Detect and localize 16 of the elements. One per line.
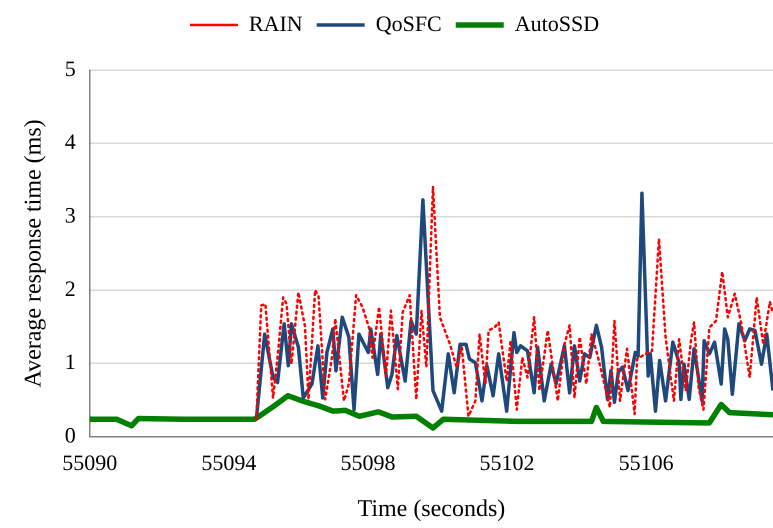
x-tick-label: 55090	[62, 450, 118, 475]
legend-label: AutoSSD	[514, 10, 600, 36]
y-tick-label: 3	[64, 202, 76, 228]
y-tick-label: 4	[64, 129, 76, 154]
y-tick-label: 0	[64, 422, 76, 448]
y-axis-title: Average response time (ms)	[20, 119, 47, 388]
x-tick-label: 55094	[201, 450, 256, 475]
y-tick-label: 2	[64, 276, 76, 301]
x-tick-label: 55106	[618, 450, 674, 475]
x-axis-title: Time (seconds)	[358, 496, 506, 522]
y-tick-label: 5	[64, 56, 76, 81]
legend-label: RAIN	[248, 10, 303, 36]
x-tick-label: 55098	[340, 450, 396, 475]
x-tick-label: 55102	[480, 450, 535, 475]
legend-label: QoSFC	[376, 10, 442, 36]
y-tick-label: 1	[64, 349, 76, 374]
